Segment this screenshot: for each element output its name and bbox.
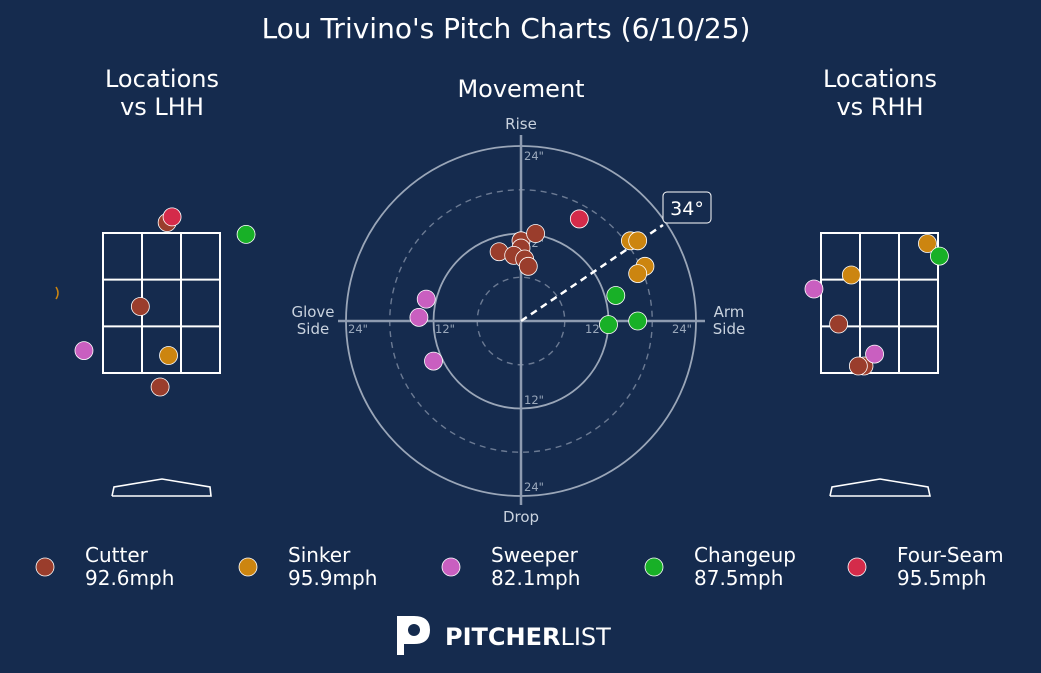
legend-speed-four-seam: 95.5mph [897,566,986,590]
rhh-title-line2: vs RHH [836,93,923,121]
lhh-point-four-seam-0 [162,207,182,227]
legend-pitch-changeup: Changeup [694,543,796,567]
rhh-point-sweeper-1 [804,279,824,299]
figure-title: Lou Trivino's Pitch Charts (6/10/25) [262,12,751,45]
rhh-point-sinker-0 [918,234,937,253]
legend-swatch-four-seam [847,557,867,577]
rhh-point-sinker-1 [841,265,861,285]
brand-bold: PITCHER [445,623,560,651]
movement-panel: Rise Drop Glove Side Arm Side 24" 12" 12… [291,115,745,526]
legend-speed-sweeper: 82.1mph [491,566,580,590]
movement-pitch-points [409,209,655,371]
legend-swatch-changeup [644,557,664,577]
movement-point-four-seam-0 [569,209,589,229]
axis-label-glove-side-line2: Side [297,320,329,338]
pitcherlist-logo: PITCHERLIST [397,616,611,655]
rhh-home-plate [829,478,931,497]
axis-label-rise: Rise [505,115,537,133]
rhh-pitch-points [804,234,949,376]
rhh-title-line1: Locations [823,65,937,93]
legend-speed-sinker: 95.9mph [288,566,377,590]
ring-label-bottom-12: 12" [524,393,544,407]
movement-point-changeup-1 [628,311,648,331]
axis-label-arm-side-line1: Arm [714,303,745,321]
ring-label-left-24: 24" [348,322,368,336]
lhh-point-cutter-2 [150,377,170,397]
legend-speed-changeup: 87.5mph [694,566,783,590]
arm-angle-box [662,191,712,224]
lhh-pitch-points [74,207,256,397]
locations-vs-lhh-panel [55,207,256,497]
legend-pitch-sinker: Sinker [288,543,351,567]
locations-vs-rhh-panel [804,232,949,497]
lhh-strike-zone [102,232,221,374]
axis-label-drop: Drop [503,508,539,526]
arm-angle-line [520,223,664,323]
rhh-point-changeup-0 [930,246,949,266]
movement-point-changeup-2 [599,315,618,335]
legend-speed-cutter: 92.6mph [85,566,174,590]
arm-angle-label: 34° [670,198,704,220]
rhh-point-sweeper-0 [865,344,884,364]
pitcherlist-p-icon-hole [408,624,420,636]
movement-title: Movement [457,75,584,103]
legend-swatch-sweeper [441,557,461,577]
lhh-title-line2: vs LHH [120,93,204,121]
axis-label-arm-side-line2: Side [713,320,745,338]
legend-pitch-cutter: Cutter [85,543,149,567]
axis-label-glove-side-line1: Glove [291,303,334,321]
brand-wordmark: PITCHERLIST [445,623,611,651]
lhh-point-cutter-1 [130,297,150,316]
rhh-zone-border [820,232,939,374]
legend-swatch-cutter [35,557,55,577]
rhh-point-cutter-1 [848,356,868,376]
movement-point-sinker-1 [628,231,648,251]
rhh-strike-zone [820,232,939,374]
legend-pitch-sweeper: Sweeper [491,543,579,567]
movement-point-sweeper-0 [416,289,436,309]
lhh-zone-border [102,232,221,374]
ring-label-right-24: 24" [672,322,692,336]
movement-point-sweeper-2 [424,351,443,371]
legend-pitch-four-seam: Four-Seam [897,543,1004,567]
lhh-point-sweeper-0 [74,341,94,361]
movement-point-sweeper-1 [409,307,429,327]
lhh-home-plate [111,478,212,497]
brand-light: LIST [560,623,611,651]
lhh-point-sinker-0 [159,346,178,365]
lhh-clipped-sinker-marker [55,286,59,300]
movement-point-cutter-1 [526,224,545,243]
movement-point-sinker-3 [628,264,648,284]
lhh-title-line1: Locations [105,65,219,93]
ring-label-top-24: 24" [524,149,544,163]
movement-point-changeup-0 [606,286,626,305]
lhh-point-changeup-0 [236,224,256,244]
rhh-point-cutter-2 [829,314,849,334]
ring-label-bottom-24: 24" [524,480,544,494]
movement-point-cutter-6 [518,256,538,276]
legend-swatch-sinker [238,557,258,577]
ring-label-left-12: 12" [435,322,455,336]
